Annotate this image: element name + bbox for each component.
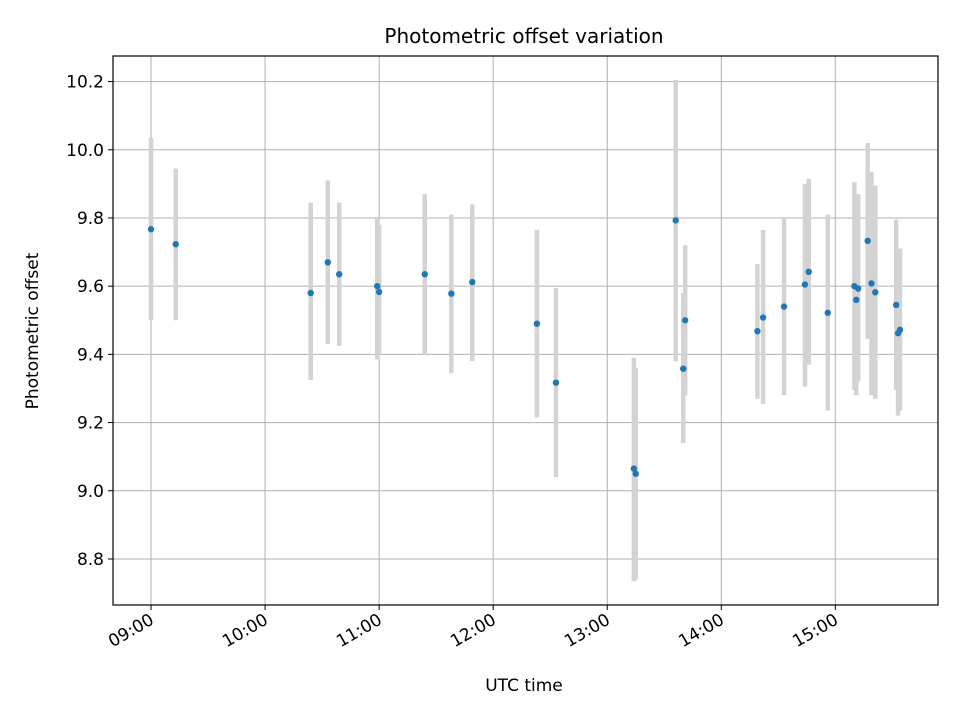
data-point: [172, 241, 179, 248]
data-point: [307, 289, 314, 297]
data-point: [375, 288, 383, 296]
y-tick-label: 9.8: [77, 209, 104, 229]
data-point: [824, 309, 831, 316]
data-point: [805, 268, 812, 276]
data-point: [801, 281, 809, 288]
data-point: [469, 278, 476, 286]
data-points: [147, 217, 904, 477]
data-point: [872, 289, 879, 296]
y-tick-label: 9.0: [77, 482, 104, 502]
data-point: [324, 259, 332, 266]
data-point: [868, 280, 875, 287]
data-point: [672, 217, 679, 224]
data-point: [854, 285, 862, 292]
grid: [113, 56, 938, 605]
y-tick-label: 9.2: [77, 414, 104, 434]
data-point: [680, 365, 687, 372]
y-tick-label: 10.2: [66, 73, 104, 93]
data-point: [853, 296, 860, 304]
chart-title: Photometric offset variation: [384, 24, 663, 48]
data-point: [147, 226, 155, 233]
data-point: [896, 326, 904, 334]
y-tick-label: 8.8: [77, 550, 104, 570]
data-point: [630, 465, 638, 472]
data-point: [448, 290, 455, 297]
data-point: [421, 271, 428, 278]
y-axis-label: Photometric offset: [23, 252, 43, 409]
plot-frame: [112, 55, 939, 606]
data-point: [374, 282, 381, 290]
data-point: [336, 271, 343, 278]
data-point: [681, 317, 689, 324]
data-point: [759, 314, 767, 321]
data-point: [780, 303, 788, 310]
data-point: [754, 327, 761, 335]
y-tick-label: 9.4: [77, 345, 104, 365]
y-tick-label: 9.6: [77, 277, 104, 297]
data-point: [864, 237, 871, 245]
data-point: [533, 320, 541, 327]
x-axis-label: UTC time: [485, 676, 563, 696]
y-tick-label: 10.0: [66, 141, 104, 161]
data-point: [892, 301, 900, 309]
data-point: [552, 379, 560, 386]
data-point: [632, 470, 639, 477]
